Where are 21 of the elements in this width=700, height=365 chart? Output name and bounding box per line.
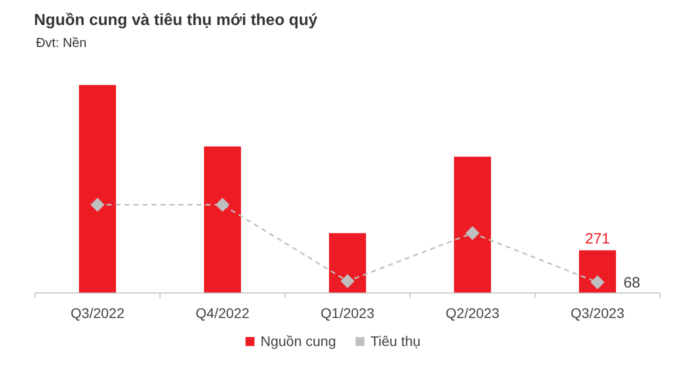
x-tick-label: Q3/2022 (70, 305, 125, 321)
x-tick-label: Q1/2023 (320, 305, 375, 321)
x-tick-label: Q2/2023 (446, 305, 500, 321)
point (590, 275, 604, 290)
point (216, 198, 230, 212)
data-label: 68 (624, 274, 640, 292)
data-label: 271 (584, 230, 610, 248)
chart-title: Nguồn cung và tiêu thụ mới theo quý (34, 12, 318, 29)
x-tick-label: Q3/2023 (570, 305, 625, 321)
point (466, 226, 480, 240)
bar (204, 146, 241, 293)
bar (79, 85, 116, 293)
bar (454, 156, 491, 293)
point (340, 274, 354, 288)
legend-label: Nguồn cung (260, 333, 336, 349)
legend-label: Tiêu thụ (370, 333, 421, 349)
point (90, 198, 104, 212)
x-tick-label: Q4/2022 (196, 305, 250, 321)
bar (329, 233, 366, 293)
bar (579, 250, 616, 293)
chart-subtitle: Đvt: Nền (36, 35, 87, 50)
